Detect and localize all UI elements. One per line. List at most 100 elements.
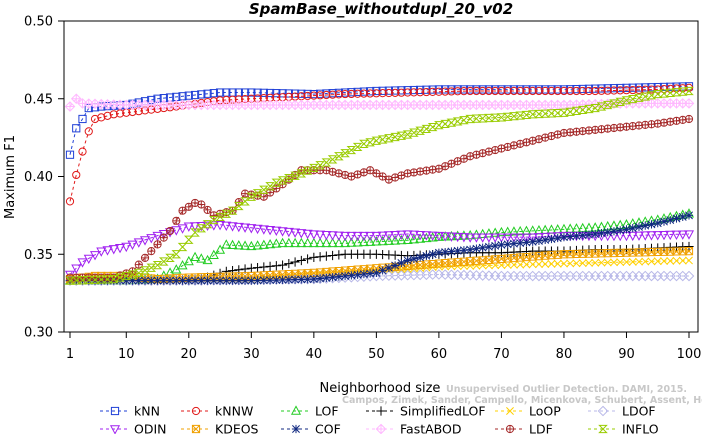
data-point (665, 230, 676, 241)
data-point (627, 231, 638, 242)
y-axis: 0.30 0.35 0.40 0.45 0.50 (24, 15, 64, 341)
data-point (527, 110, 538, 119)
data-point (335, 169, 343, 177)
data-point (440, 232, 451, 242)
data-point (327, 237, 338, 248)
data-point (183, 222, 194, 232)
data-point (647, 257, 656, 266)
data-point (283, 227, 294, 238)
data-point (366, 269, 375, 278)
data-point (434, 87, 443, 96)
data-point (484, 86, 494, 96)
data-point (97, 113, 106, 122)
data-point (502, 233, 513, 243)
data-point (433, 231, 444, 242)
data-point (509, 112, 519, 121)
data-point (246, 224, 257, 234)
data-point (491, 86, 500, 96)
data-point (684, 211, 694, 220)
data-point (197, 200, 205, 209)
data-point (171, 226, 182, 236)
legend-label: ODIN (134, 422, 167, 434)
data-point (252, 224, 263, 235)
data-point (302, 229, 313, 240)
x-tick-label: 90 (618, 347, 635, 362)
data-point (184, 91, 193, 100)
data-point (528, 260, 537, 269)
data-point (422, 87, 431, 97)
data-point (259, 276, 268, 285)
data-point (190, 90, 200, 100)
data-point (446, 232, 457, 242)
data-point (509, 86, 519, 96)
data-point (352, 231, 363, 242)
data-point (341, 171, 349, 179)
data-point (377, 231, 388, 241)
data-point (77, 276, 88, 285)
data-point (283, 237, 294, 248)
data-point (534, 260, 543, 269)
data-point (646, 231, 657, 241)
data-point (366, 89, 375, 98)
data-point (591, 86, 600, 96)
legend-marker (506, 407, 514, 415)
data-point (591, 229, 600, 239)
data-point (309, 163, 319, 173)
data-point (203, 206, 212, 214)
data-point (547, 259, 556, 268)
data-point (277, 237, 288, 248)
data-point (434, 248, 443, 257)
data-point (303, 275, 312, 284)
data-point (365, 231, 376, 242)
data-point (215, 221, 226, 231)
data-point (641, 221, 650, 230)
data-point (183, 235, 194, 244)
data-point (146, 263, 157, 272)
series-inflo (65, 86, 694, 285)
data-point (135, 261, 143, 269)
legend-item-kdeos: KDEOS (181, 422, 259, 434)
data-point (265, 261, 275, 271)
data-point (134, 276, 143, 285)
plot-area (64, 82, 695, 286)
data-point (416, 88, 425, 97)
legend-item-knnw: kNNW (181, 404, 253, 419)
data-point (402, 130, 413, 139)
legend-marker (191, 424, 201, 434)
data-point (265, 238, 276, 249)
data-point (609, 227, 619, 236)
data-point (227, 206, 238, 215)
legend-marker (110, 406, 120, 416)
legend-marker (191, 406, 201, 416)
data-point (114, 243, 126, 254)
data-point (296, 237, 307, 248)
data-point (271, 238, 282, 248)
data-point (491, 146, 499, 154)
data-point (208, 249, 219, 259)
y-tick-label: 0.45 (24, 92, 53, 107)
data-point (422, 251, 431, 260)
data-point (472, 244, 481, 253)
legend-item-knn: kNN (100, 404, 160, 419)
data-point (346, 231, 357, 242)
data-point (240, 276, 250, 285)
x-tick-label: 70 (493, 347, 510, 362)
y-tick-label: 0.30 (24, 326, 53, 341)
data-point (452, 232, 463, 243)
data-point (340, 149, 350, 158)
data-point (196, 224, 207, 233)
data-point (515, 111, 525, 120)
data-point (333, 237, 344, 248)
data-point (246, 263, 256, 273)
data-point (271, 261, 281, 271)
data-point (510, 141, 518, 149)
data-point (102, 246, 113, 256)
data-point (658, 230, 670, 241)
data-point (185, 203, 193, 211)
data-point (327, 231, 338, 241)
data-point (502, 112, 513, 121)
data-point (353, 270, 362, 279)
data-point (466, 86, 475, 96)
data-point (290, 171, 300, 180)
data-point (421, 231, 432, 241)
